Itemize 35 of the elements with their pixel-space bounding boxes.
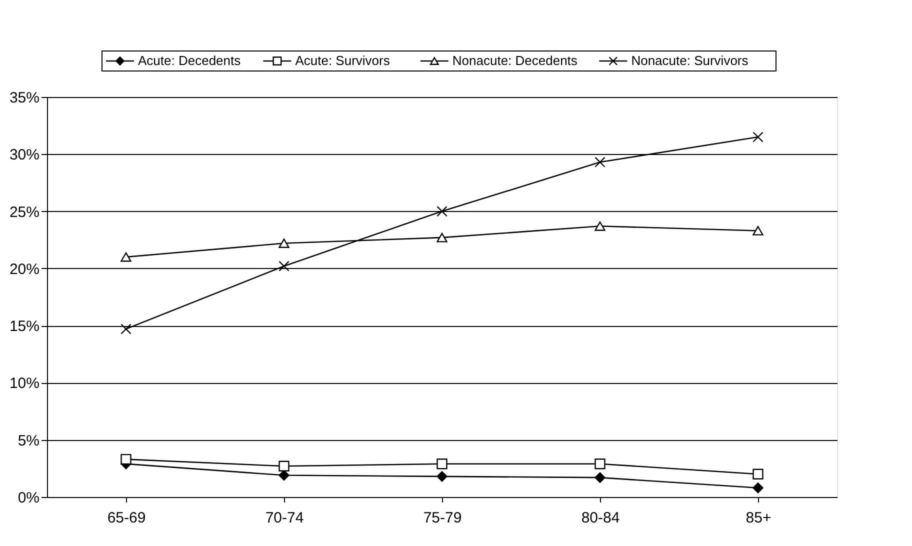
point — [278, 260, 290, 272]
y-tick-label: 35% — [9, 90, 40, 106]
x-tick-label: 65-69 — [107, 510, 146, 526]
y-tick-label: 25% — [9, 204, 40, 221]
point — [436, 458, 448, 470]
x-tick-label: 75-79 — [423, 510, 462, 526]
point — [436, 206, 448, 217]
y-tick-label: 0% — [18, 490, 40, 506]
x-tick-label: 70-74 — [265, 510, 304, 526]
point — [278, 238, 290, 248]
y-tick-label: 10% — [9, 375, 40, 392]
point — [594, 221, 606, 231]
point — [594, 156, 606, 168]
point — [120, 252, 132, 262]
point — [436, 471, 448, 482]
point — [752, 468, 764, 480]
y-tick-label: 30% — [9, 146, 40, 164]
point — [752, 482, 764, 494]
point — [594, 458, 606, 470]
point — [752, 132, 764, 142]
y-tick-label: 5% — [18, 432, 40, 450]
legend-label: Acute: Survivors — [295, 53, 390, 68]
point — [278, 460, 290, 472]
legend-label: Acute: Decedents — [138, 53, 242, 68]
y-tick-label: 20% — [9, 260, 40, 278]
legend-label: Nonacute: Decedents — [452, 53, 578, 68]
x-tick-label: 85+ — [746, 510, 772, 526]
point — [594, 472, 606, 483]
y-tick-label: 15% — [9, 318, 40, 336]
x-tick-label: 80-84 — [581, 510, 620, 526]
point — [436, 232, 448, 242]
point — [120, 324, 132, 334]
point — [120, 454, 132, 465]
point — [752, 226, 764, 236]
legend-label: Nonacute: Survivors — [631, 53, 749, 68]
